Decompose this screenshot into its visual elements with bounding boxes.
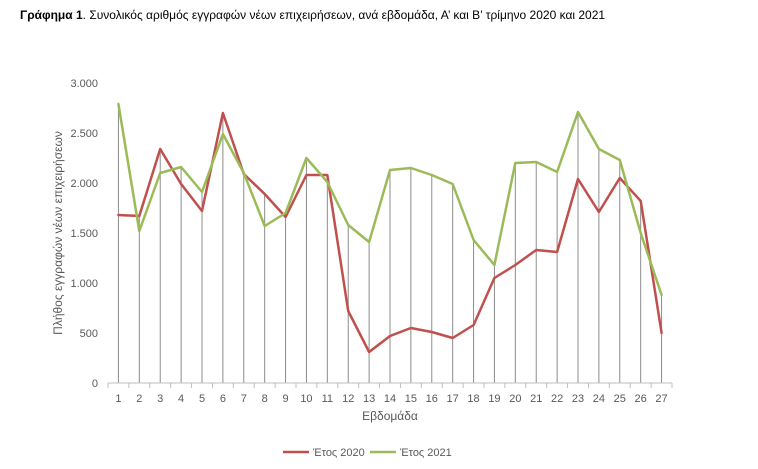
chart-caption: Γράφημα 1. Συνολικός αριθμός εγγραφών νέ…: [20, 8, 605, 22]
chart-series: [117, 102, 663, 354]
x-tick-label: 16: [426, 393, 438, 405]
x-tick-label: 15: [405, 393, 417, 405]
y-tick-label: 500: [80, 328, 98, 340]
x-axis-title: Εβδομάδα: [362, 409, 418, 423]
x-tick-label: 27: [655, 393, 667, 405]
caption-label: Γράφημα 1: [20, 8, 83, 22]
x-tick-label: 9: [282, 393, 288, 405]
legend-label-1: Έτος 2020: [312, 447, 365, 459]
x-tick-label: 1: [115, 393, 121, 405]
x-tick-label: 7: [241, 393, 247, 405]
y-tick-label: 2.000: [70, 178, 98, 190]
x-tick-label: 3: [157, 393, 163, 405]
x-tick-label: 11: [322, 393, 333, 405]
legend-label-2: Έτος 2021: [399, 447, 452, 459]
x-tick-label: 25: [614, 393, 626, 405]
y-axis-title: Πλήθος εγγραφών νέων επιχειρήσεων: [51, 131, 65, 335]
x-tick-label: 14: [384, 393, 396, 405]
x-tick-label: 10: [300, 393, 312, 405]
x-tick-label: 24: [593, 393, 605, 405]
series-line-1: [117, 111, 663, 354]
x-tick-label: 12: [342, 393, 354, 405]
x-tick-label: 6: [220, 393, 226, 405]
y-tick-label: 3.000: [70, 78, 98, 90]
series-line-2: [117, 102, 663, 297]
x-tick-label: 4: [178, 393, 184, 405]
y-tick-label: 1.000: [70, 278, 98, 290]
y-tick-label: 0: [92, 378, 98, 390]
x-tick-label: 20: [509, 393, 521, 405]
x-tick-label: 2: [136, 393, 142, 405]
x-tick-label: 23: [572, 393, 584, 405]
x-tick-label: 22: [551, 393, 563, 405]
chart-axes: [107, 382, 673, 388]
x-tick-label: 13: [363, 393, 375, 405]
y-tick-label: 2.500: [70, 128, 98, 140]
x-tick-label: 18: [467, 393, 479, 405]
chart-legend: Έτος 2020 Έτος 2021: [283, 447, 452, 459]
vertical-drop-lines: [117, 104, 663, 383]
x-tick-label: 19: [488, 393, 500, 405]
caption-text: . Συνολικός αριθμός εγγραφών νέων επιχει…: [82, 8, 606, 22]
x-tick-label: 26: [635, 393, 647, 405]
x-tick-label: 17: [447, 393, 459, 405]
x-tick-label: 8: [262, 393, 268, 405]
x-tick-label: 21: [530, 393, 542, 405]
x-tick-label: 5: [199, 393, 205, 405]
y-tick-label: 1.500: [70, 228, 98, 240]
